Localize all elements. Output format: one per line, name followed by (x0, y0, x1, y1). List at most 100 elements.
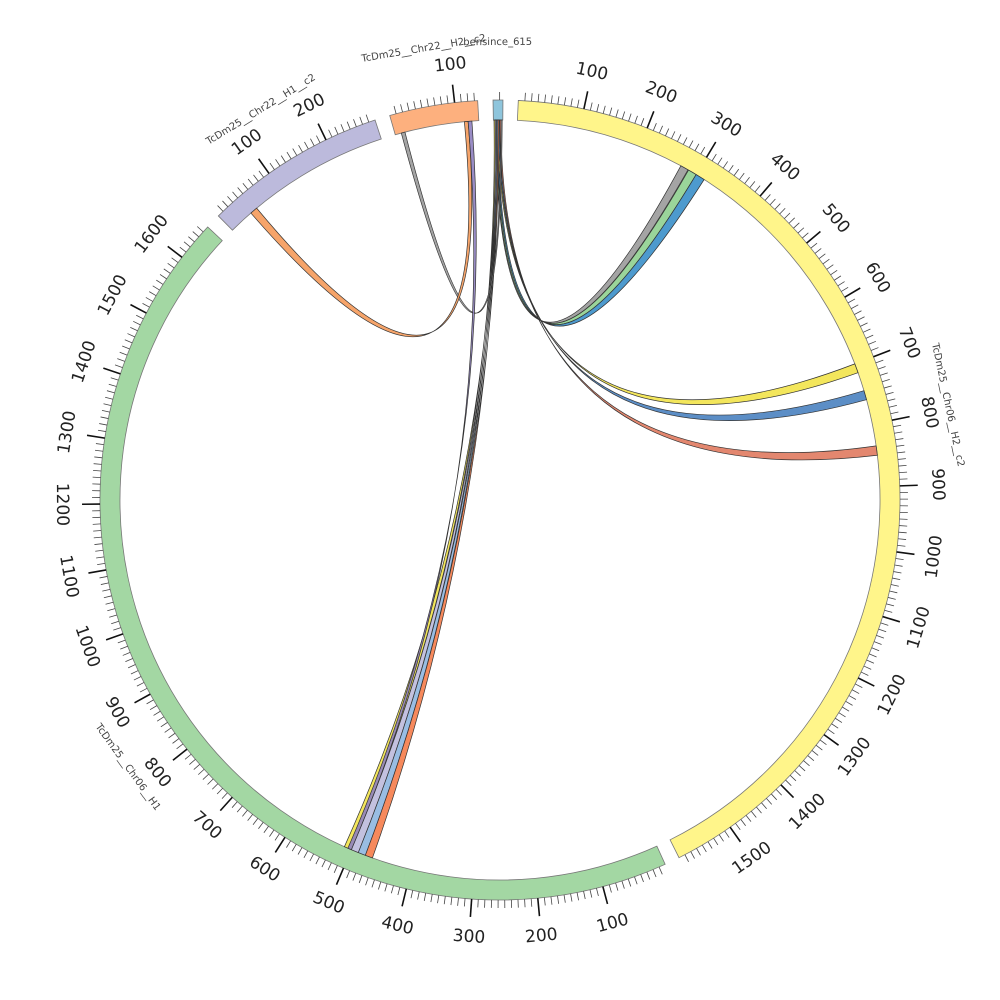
tick-marks (82, 84, 918, 918)
tick-label: 300 (707, 108, 745, 142)
minor-tick (788, 217, 795, 224)
minor-tick (163, 268, 171, 274)
minor-tick (96, 556, 105, 559)
minor-tick (222, 200, 229, 208)
minor-tick (237, 187, 244, 194)
minor-tick (110, 377, 119, 381)
minor-tick (352, 872, 357, 881)
minor-tick (531, 93, 533, 102)
minor-tick (733, 168, 740, 176)
minor-tick (544, 94, 546, 103)
tick-label: 700 (188, 807, 225, 844)
minor-tick (831, 723, 839, 729)
tick-label: 1500 (729, 838, 776, 879)
tick-label: 400 (379, 912, 415, 939)
minor-tick (430, 894, 433, 903)
major-tick (335, 867, 345, 885)
minor-tick (327, 862, 332, 871)
minor-tick (100, 416, 109, 419)
minor-tick (652, 869, 657, 878)
minor-tick (263, 825, 269, 833)
minor-tick (179, 246, 187, 253)
minor-tick (847, 298, 856, 304)
minor-tick (524, 92, 526, 101)
minor-tick (400, 104, 403, 113)
minor-tick (627, 878, 632, 887)
minor-tick (802, 232, 809, 239)
minor-tick (378, 881, 382, 890)
minor-tick (871, 647, 880, 652)
minor-tick (371, 879, 375, 888)
minor-tick (889, 590, 898, 594)
minor-tick (754, 185, 761, 193)
minor-tick (779, 207, 786, 215)
major-tick (401, 888, 408, 907)
minor-tick (94, 543, 103, 545)
major-tick (806, 230, 821, 244)
major-tick (646, 111, 655, 129)
minor-tick (596, 104, 600, 112)
minor-tick (899, 471, 908, 474)
minor-tick (258, 170, 264, 178)
minor-tick (159, 274, 167, 280)
minor-tick (530, 898, 533, 907)
minor-tick (145, 297, 153, 302)
minor-tick (851, 689, 860, 694)
minor-tick (193, 764, 201, 770)
tick-label: 1500 (94, 271, 132, 319)
minor-tick (139, 687, 148, 693)
minor-tick (835, 717, 843, 723)
minor-tick (700, 146, 706, 155)
minor-tick (728, 165, 734, 173)
minor-tick (550, 95, 553, 104)
minor-tick (855, 683, 863, 688)
minor-tick (130, 327, 138, 332)
minor-tick (111, 620, 119, 625)
minor-tick (95, 549, 104, 552)
tick-label: 300 (452, 926, 486, 948)
contig-segment-TcDm25_Chr06_H1 (99, 226, 666, 901)
minor-tick (883, 385, 892, 389)
tick-label: 1300 (834, 734, 876, 781)
minor-tick (156, 279, 164, 285)
minor-tick (473, 92, 475, 101)
minor-tick (658, 866, 663, 875)
major-tick (451, 84, 456, 103)
minor-tick (557, 96, 560, 105)
minor-tick (602, 105, 606, 114)
labels: bensince_6151002003004005006007008009001… (52, 33, 966, 948)
minor-tick (775, 789, 782, 796)
minor-tick (100, 582, 109, 585)
link-ribbon (400, 119, 503, 314)
minor-tick (120, 645, 128, 650)
minor-tick (286, 840, 291, 848)
major-tick (823, 733, 840, 746)
minor-tick (892, 577, 901, 581)
link-ribbon (364, 119, 500, 859)
major-tick (134, 693, 151, 704)
tick-label: 500 (310, 888, 348, 919)
tick-label: 1400 (68, 338, 101, 385)
contig-segment-TcDm25_Chr22_H2_c2 (389, 100, 480, 136)
minor-tick (803, 760, 810, 767)
minor-tick (93, 530, 102, 532)
minor-tick (346, 121, 351, 130)
minor-tick (446, 95, 449, 104)
minor-tick (793, 222, 800, 229)
minor-tick (886, 603, 895, 607)
minor-tick (340, 124, 345, 132)
tick-label: 1300 (54, 409, 80, 455)
minor-tick (127, 333, 135, 338)
minor-tick (93, 470, 102, 472)
minor-tick (609, 107, 613, 116)
minor-tick (818, 253, 826, 259)
minor-tick (198, 768, 205, 775)
minor-tick (615, 109, 619, 118)
minor-tick (359, 116, 363, 125)
contig-segments (99, 99, 901, 901)
minor-tick (297, 847, 303, 855)
minor-tick (875, 359, 884, 364)
link-ribbon (343, 119, 496, 851)
minor-tick (419, 99, 423, 108)
minor-tick (785, 779, 792, 786)
